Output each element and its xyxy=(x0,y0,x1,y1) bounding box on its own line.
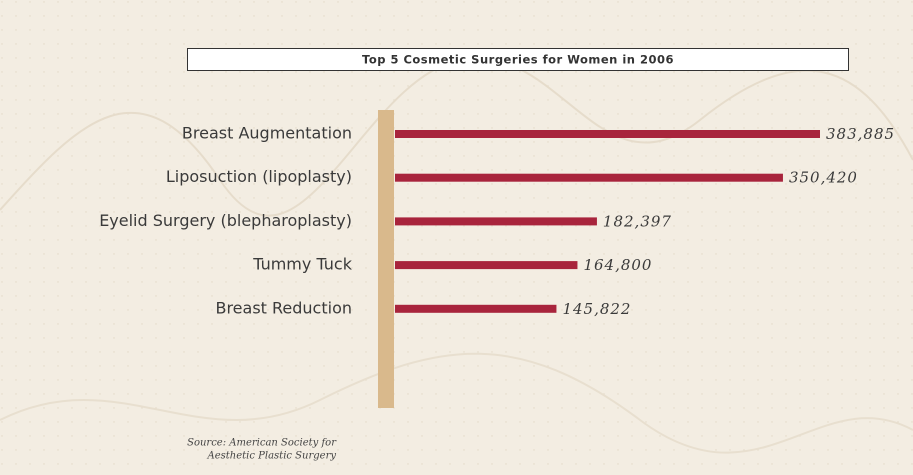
title-box xyxy=(187,48,849,71)
category-label: Liposuction (lipoplasty) xyxy=(166,167,352,186)
value-label: 350,420 xyxy=(789,169,858,187)
background-curve xyxy=(0,352,913,454)
bar xyxy=(395,173,783,182)
value-label: 145,822 xyxy=(562,300,631,318)
bar xyxy=(395,261,578,270)
axis-bar xyxy=(378,110,394,408)
category-label: Breast Reduction xyxy=(215,298,352,317)
source: Source: American Society for xyxy=(187,438,337,449)
category-label: Eyelid Surgery (blepharoplasty) xyxy=(99,211,352,230)
value-label: 164,800 xyxy=(583,256,652,274)
value-label: 182,397 xyxy=(603,212,672,230)
category-label: Tummy Tuck xyxy=(252,255,352,274)
category-label: Breast Augmentation xyxy=(182,124,352,143)
source: Aesthetic Plastic Surgery xyxy=(207,451,337,462)
bar xyxy=(395,130,820,138)
bar xyxy=(395,217,597,226)
chart-title: Top 5 Cosmetic Surgeries for Women in 20… xyxy=(362,53,674,67)
bar xyxy=(395,304,557,313)
value-label: 383,885 xyxy=(826,125,895,143)
